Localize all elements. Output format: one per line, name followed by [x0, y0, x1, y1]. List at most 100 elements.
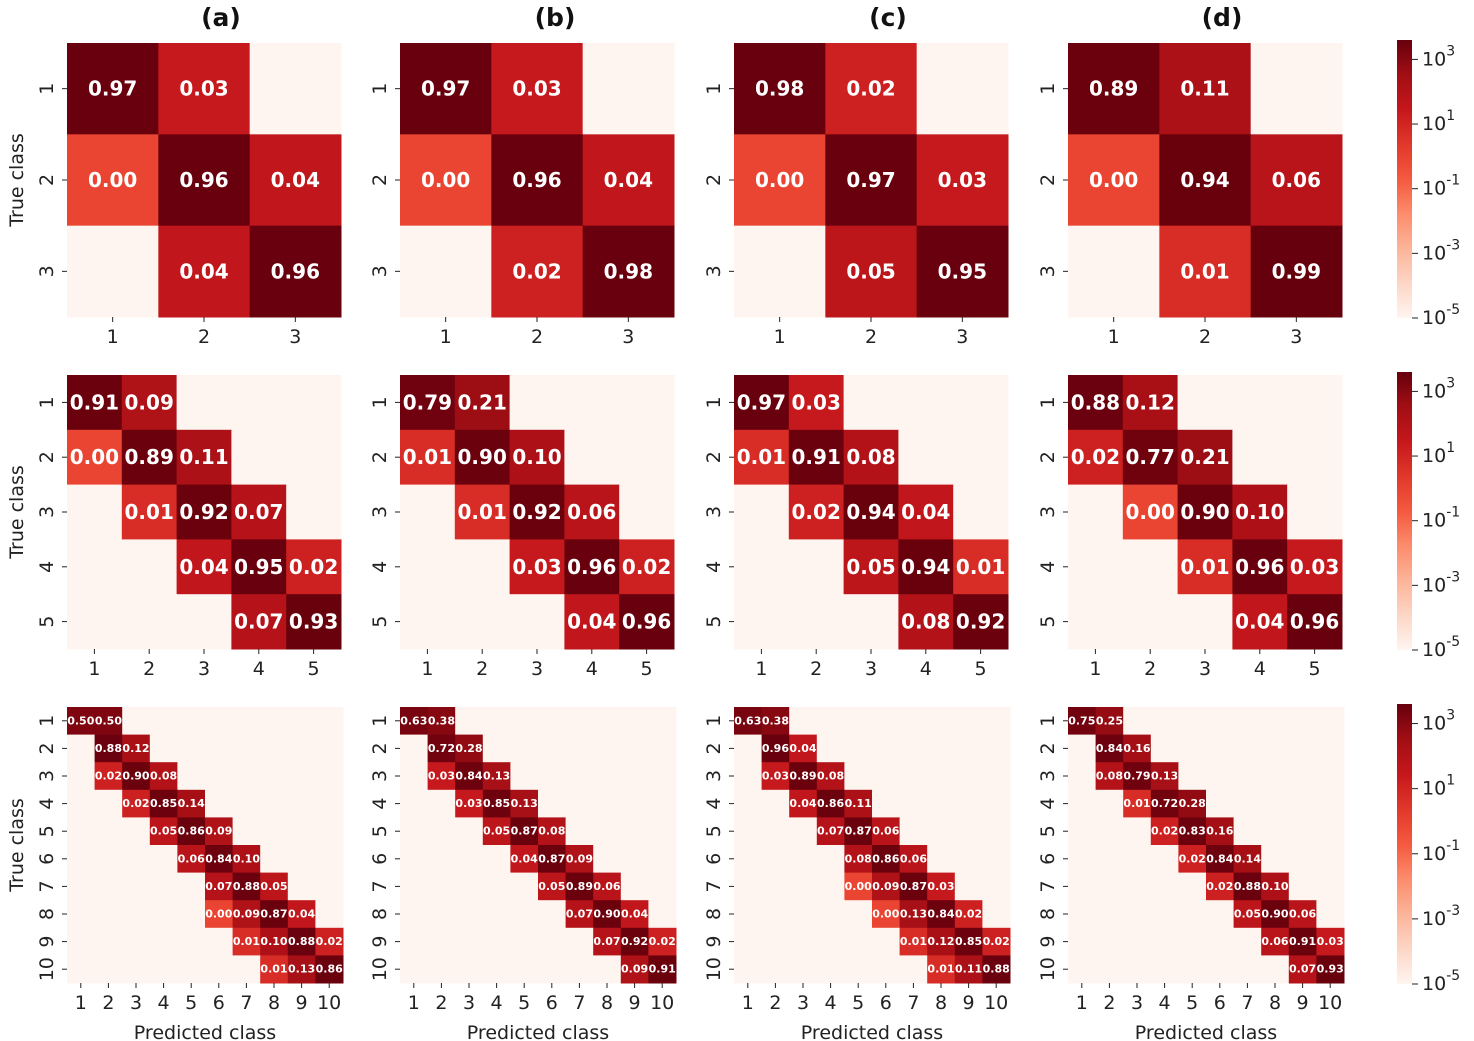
- heatmap-panel-d-row3: 0.75 0.250.84 0.160.08 0.79 0.130.01 0.72 0.28…: [1037, 707, 1345, 1041]
- cell-value-label: 0.95: [234, 555, 283, 579]
- heatmap-cell: [844, 734, 873, 763]
- cell-value-label: 0.86: [817, 797, 844, 810]
- cell-value-label: 0.97: [88, 77, 137, 101]
- heatmap-cell: [761, 707, 790, 736]
- cell-value-label: 0.87: [260, 908, 287, 921]
- y-tick-label: 2: [703, 174, 725, 186]
- heatmap-cell: [648, 707, 677, 736]
- cell-value-label: 0.50: [95, 714, 122, 727]
- heatmap-cell: [1206, 927, 1235, 956]
- heatmap-cell: [1178, 872, 1207, 901]
- heatmap-cell: [1178, 900, 1207, 929]
- heatmap-cell: [898, 484, 954, 540]
- cell-value-label: 0.90: [1180, 500, 1229, 524]
- y-tick-label: 4: [703, 561, 725, 573]
- cell-value-label: 0.83: [1179, 825, 1206, 838]
- cell-value-label: 0.00: [70, 445, 119, 469]
- cell-value-label: 0.10: [1261, 880, 1288, 893]
- heatmap-cell: [1288, 900, 1317, 929]
- cell-value-label: 0.08: [1096, 770, 1123, 783]
- y-tick-label: 4: [1037, 798, 1059, 810]
- heatmap-cell: [1233, 762, 1262, 791]
- heatmap-cell: [1261, 734, 1290, 763]
- heatmap-cell: [400, 927, 429, 956]
- y-tick-label: 1: [369, 715, 391, 727]
- x-tick-label: 5: [852, 992, 864, 1014]
- heatmap-cell: [1316, 872, 1345, 901]
- y-tick-label: 1: [703, 396, 725, 408]
- heatmap-cell: [149, 872, 178, 901]
- heatmap-cell: [232, 734, 261, 763]
- cell-value-label: 0.03: [938, 168, 987, 192]
- cell-value-label: 0.04: [567, 610, 616, 634]
- heatmap-cell: [400, 43, 492, 135]
- heatmap-cell: [954, 817, 983, 846]
- x-tick-label: 7: [240, 992, 252, 1014]
- heatmap-cell: [916, 225, 1009, 318]
- y-tick-label: 7: [1037, 880, 1059, 892]
- x-tick-label: 4: [158, 992, 170, 1014]
- heatmap-cell: [648, 762, 677, 791]
- y-tick-label: 1: [1037, 83, 1059, 95]
- heatmap-cell: [843, 484, 899, 540]
- cell-value-label: 0.05: [846, 555, 895, 579]
- heatmap-cell: [287, 707, 316, 736]
- x-tick-label: 4: [1159, 992, 1171, 1014]
- heatmap-cell: [1233, 900, 1262, 929]
- x-tick-label: 1: [755, 658, 767, 680]
- heatmap-cell: [872, 734, 901, 763]
- y-tick-label: 1: [36, 396, 58, 408]
- heatmap-cell: [177, 734, 206, 763]
- heatmap-cell: [315, 762, 344, 791]
- x-tick-label: 8: [1269, 992, 1281, 1014]
- heatmap-cell: [954, 955, 983, 984]
- heatmap-cell: [789, 845, 818, 874]
- heatmap-cell: [510, 900, 539, 929]
- cell-value-label: 0.02: [649, 935, 676, 948]
- heatmap-cell: [1250, 43, 1343, 135]
- heatmap-cell: [982, 927, 1011, 956]
- heatmap-cell: [953, 375, 1009, 431]
- heatmap-cell: [149, 707, 178, 736]
- heatmap-cell: [872, 927, 901, 956]
- colorbar-tick-label: 10-5: [1422, 968, 1460, 995]
- heatmap-cell: [789, 707, 818, 736]
- heatmap-cell: [927, 817, 956, 846]
- y-tick-label: 3: [369, 265, 391, 277]
- x-axis-label: Predicted class: [1135, 1022, 1277, 1041]
- cell-value-label: 0.96: [567, 555, 616, 579]
- heatmap-cell: [176, 539, 232, 595]
- colorbar-tick-label: 101: [1422, 773, 1455, 800]
- heatmap-cell: [400, 955, 429, 984]
- heatmap-cell: [1178, 927, 1207, 956]
- cell-value-label: 0.09: [566, 852, 593, 865]
- heatmap-cell: [1095, 707, 1124, 736]
- heatmap-cell: [454, 484, 511, 540]
- heatmap-cell: [315, 927, 344, 956]
- heatmap-cell: [67, 900, 96, 929]
- heatmap-cell: [510, 734, 539, 763]
- colorbar-tick-label: 103: [1422, 43, 1455, 70]
- heatmap-cell: [648, 817, 677, 846]
- cell-value-label: 0.04: [789, 797, 816, 810]
- heatmap-panel-b-row2: 0.79 0.210.01 0.90 0.100.01 0.92 0.060.03 0.96…: [369, 375, 675, 680]
- cell-value-label: 0.13: [483, 770, 510, 783]
- heatmap-cell: [1233, 789, 1262, 818]
- heatmap-cell: [734, 734, 763, 763]
- y-tick-label: 6: [369, 853, 391, 865]
- heatmap-cell: [761, 734, 790, 763]
- cell-value-label: 0.05: [846, 259, 895, 283]
- heatmap-cell: [67, 845, 96, 874]
- heatmap-cell: [176, 429, 232, 486]
- heatmap-cell: [734, 955, 763, 984]
- y-tick-label: 2: [36, 742, 58, 754]
- heatmap-cell: [176, 375, 232, 431]
- heatmap-cell: [1123, 734, 1152, 763]
- heatmap-cell: [816, 707, 845, 736]
- x-tick-label: 2: [1199, 326, 1211, 348]
- cell-value-label: 0.05: [538, 880, 565, 893]
- heatmap-cell: [122, 872, 151, 901]
- heatmap-cell: [1261, 762, 1290, 791]
- y-tick-label: 10: [36, 957, 58, 981]
- heatmap-cell: [734, 484, 790, 540]
